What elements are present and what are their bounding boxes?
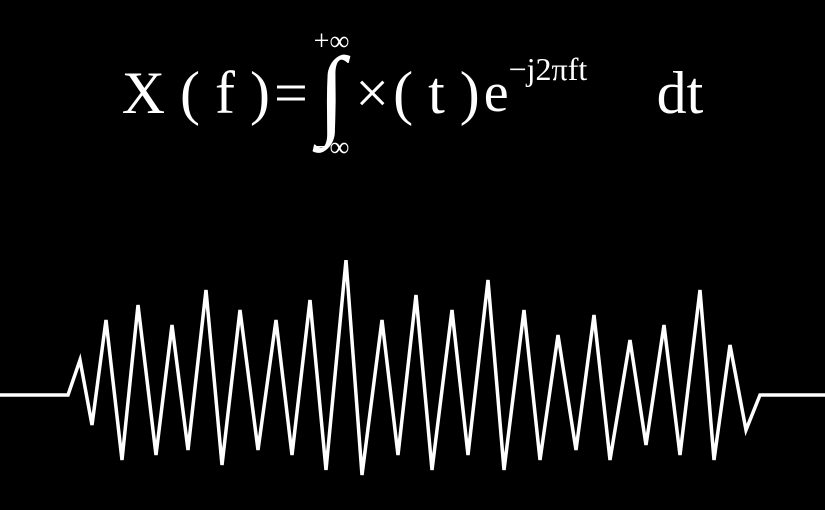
formula-multiply: ×	[355, 63, 389, 123]
waveform-polyline	[0, 260, 825, 475]
fourier-transform-graphic: X ( f ) = +∞ ∫ −∞ × ( t ) e −j2πft dt	[0, 0, 825, 510]
integral-symbol: ∫	[318, 48, 345, 138]
formula-equals: =	[274, 63, 308, 123]
e-base: e	[484, 62, 509, 124]
integral-upper-limit: +∞	[314, 26, 350, 58]
fourier-formula: X ( f ) = +∞ ∫ −∞ × ( t ) e −j2πft dt	[0, 48, 825, 138]
e-superscript: −j2πft	[509, 51, 588, 88]
exponential-block: e −j2πft	[484, 65, 509, 121]
integral-lower-limit: −∞	[314, 132, 350, 164]
formula-dt: dt	[657, 63, 704, 123]
waveform-signal	[0, 260, 825, 510]
formula-xf: X ( f )	[122, 63, 270, 123]
integral-block: +∞ ∫ −∞	[312, 48, 351, 138]
formula-t: ( t )	[393, 63, 480, 123]
